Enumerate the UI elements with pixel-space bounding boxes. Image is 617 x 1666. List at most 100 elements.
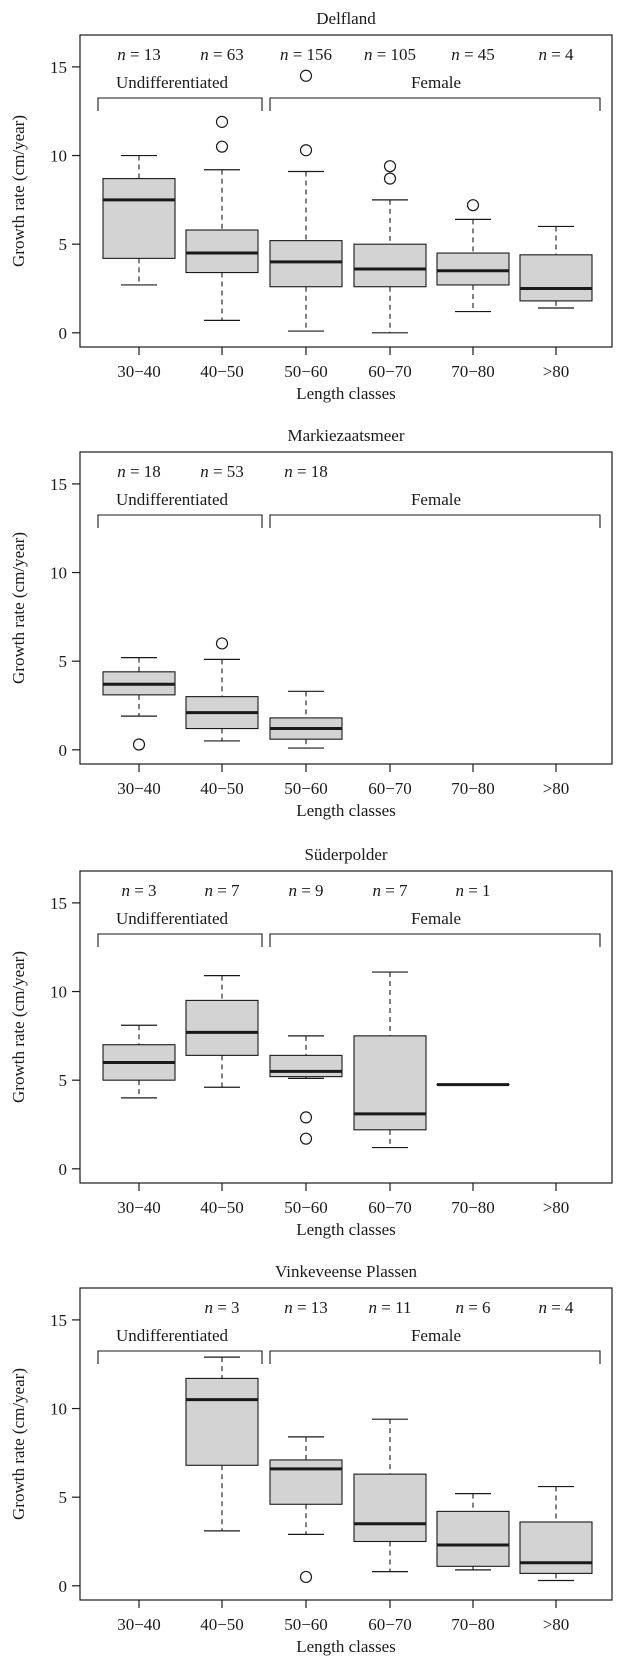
x-tick-label: 60−70 xyxy=(368,1198,412,1217)
box xyxy=(353,1473,427,1543)
x-tick-label: 30−40 xyxy=(117,1615,161,1634)
box-plot-1 xyxy=(102,154,176,286)
box-plot-2 xyxy=(185,115,259,322)
outlier-point xyxy=(299,1570,313,1584)
plot-frame xyxy=(79,1287,613,1601)
y-tick-label: 0 xyxy=(59,324,68,343)
group-bracket xyxy=(97,1350,263,1364)
sample-size-label: n = 4 xyxy=(538,45,574,64)
group-label: Female xyxy=(411,909,461,928)
box xyxy=(185,229,259,274)
x-tick-label: 40−50 xyxy=(200,1615,244,1634)
sample-size-label: n = 18 xyxy=(284,462,328,481)
chart-panel: Markiezaatsmeer 0 5 10 15 Growth rate (cm/yea… xyxy=(9,426,613,820)
y-axis-label: Growth rate (cm/year) xyxy=(9,1368,28,1520)
outlier-point xyxy=(215,140,229,153)
group-label: Undifferentiated xyxy=(116,490,229,509)
y-axis-label: Growth rate (cm/year) xyxy=(9,115,28,267)
y-tick-label: 5 xyxy=(59,1488,68,1507)
plot-frame xyxy=(79,870,613,1184)
x-tick-label: 70−80 xyxy=(451,1198,495,1217)
box-plot-6 xyxy=(519,1485,593,1582)
outlier-point xyxy=(299,69,313,82)
x-axis-label: Length classes xyxy=(296,384,396,403)
sample-size-label: n = 4 xyxy=(538,1298,574,1317)
group-label: Female xyxy=(411,1326,461,1345)
x-tick-label: 70−80 xyxy=(451,1615,495,1634)
box xyxy=(436,252,510,286)
box xyxy=(269,1459,343,1505)
x-tick-label: 30−40 xyxy=(117,362,161,381)
outlier-point xyxy=(132,738,146,751)
box xyxy=(519,1521,593,1574)
x-axis-label: Length classes xyxy=(296,1220,396,1239)
panel-title: Süderpolder xyxy=(304,845,387,864)
sample-size-label: n = 6 xyxy=(455,1298,490,1317)
y-tick-label: 10 xyxy=(50,147,67,166)
y-tick-label: 5 xyxy=(59,1071,68,1090)
group-bracket xyxy=(97,97,263,111)
box xyxy=(185,999,259,1056)
box-plot-1 xyxy=(102,1024,176,1099)
x-tick-label: 30−40 xyxy=(117,779,161,798)
chart-panel: Vinkeveense Plassen 0 5 10 15 Growth rate (cm… xyxy=(9,1262,613,1656)
x-tick-label: 50−60 xyxy=(284,1615,328,1634)
sample-size-label: n = 13 xyxy=(284,1298,328,1317)
group-label: Female xyxy=(411,490,461,509)
box-plot-4 xyxy=(353,971,427,1149)
outlier-point xyxy=(299,1132,313,1145)
y-axis-label: Growth rate (cm/year) xyxy=(9,951,28,1103)
outlier-point xyxy=(299,144,313,157)
y-tick-label: 15 xyxy=(50,58,67,77)
box-plot-5 xyxy=(436,1493,510,1571)
y-tick-label: 10 xyxy=(50,1400,67,1419)
y-tick-label: 5 xyxy=(59,652,68,671)
group-bracket xyxy=(269,933,601,947)
group-bracket xyxy=(269,97,601,111)
plot-frame xyxy=(79,34,613,348)
group-label: Undifferentiated xyxy=(116,1326,229,1345)
box xyxy=(353,1035,427,1131)
sample-size-label: n = 11 xyxy=(369,1298,412,1317)
y-tick-label: 0 xyxy=(59,741,68,760)
box-plot-3 xyxy=(269,1436,343,1584)
sample-size-label: n = 3 xyxy=(121,881,156,900)
box xyxy=(353,243,427,288)
sample-size-label: n = 63 xyxy=(200,45,244,64)
plot-frame xyxy=(79,451,613,765)
box xyxy=(185,1377,259,1466)
x-tick-label: 60−70 xyxy=(368,362,412,381)
x-tick-label: >80 xyxy=(543,1615,570,1634)
sample-size-label: n = 1 xyxy=(455,881,490,900)
y-tick-label: 5 xyxy=(59,235,68,254)
panel-title: Vinkeveense Plassen xyxy=(275,1262,418,1281)
y-tick-label: 15 xyxy=(50,894,67,913)
group-bracket xyxy=(97,514,263,528)
box-plot-3 xyxy=(269,1035,343,1145)
box xyxy=(436,1510,510,1567)
sample-size-label: n = 9 xyxy=(288,881,323,900)
box xyxy=(102,178,176,259)
x-tick-label: 40−50 xyxy=(200,779,244,798)
sample-size-label: n = 13 xyxy=(117,45,161,64)
outlier-point xyxy=(215,637,229,650)
box-plot-3 xyxy=(269,69,343,332)
y-tick-label: 15 xyxy=(50,475,67,494)
x-tick-label: 70−80 xyxy=(451,779,495,798)
chart-panel: Delfland 0 5 10 15 Growth rate (cm/year) 30−40… xyxy=(9,9,613,403)
sample-size-label: n = 105 xyxy=(364,45,416,64)
box-plot-4 xyxy=(353,160,427,334)
panel-title: Markiezaatsmeer xyxy=(287,426,404,445)
box-plot-1 xyxy=(102,657,176,751)
group-label: Female xyxy=(411,73,461,92)
sample-size-label: n = 53 xyxy=(200,462,244,481)
group-bracket xyxy=(97,933,263,947)
x-tick-label: 40−50 xyxy=(200,1198,244,1217)
x-tick-label: >80 xyxy=(543,362,570,381)
x-tick-label: 30−40 xyxy=(117,1198,161,1217)
y-tick-label: 0 xyxy=(59,1160,68,1179)
x-tick-label: 60−70 xyxy=(368,1615,412,1634)
sample-size-label: n = 7 xyxy=(204,881,240,900)
group-label: Undifferentiated xyxy=(116,73,229,92)
